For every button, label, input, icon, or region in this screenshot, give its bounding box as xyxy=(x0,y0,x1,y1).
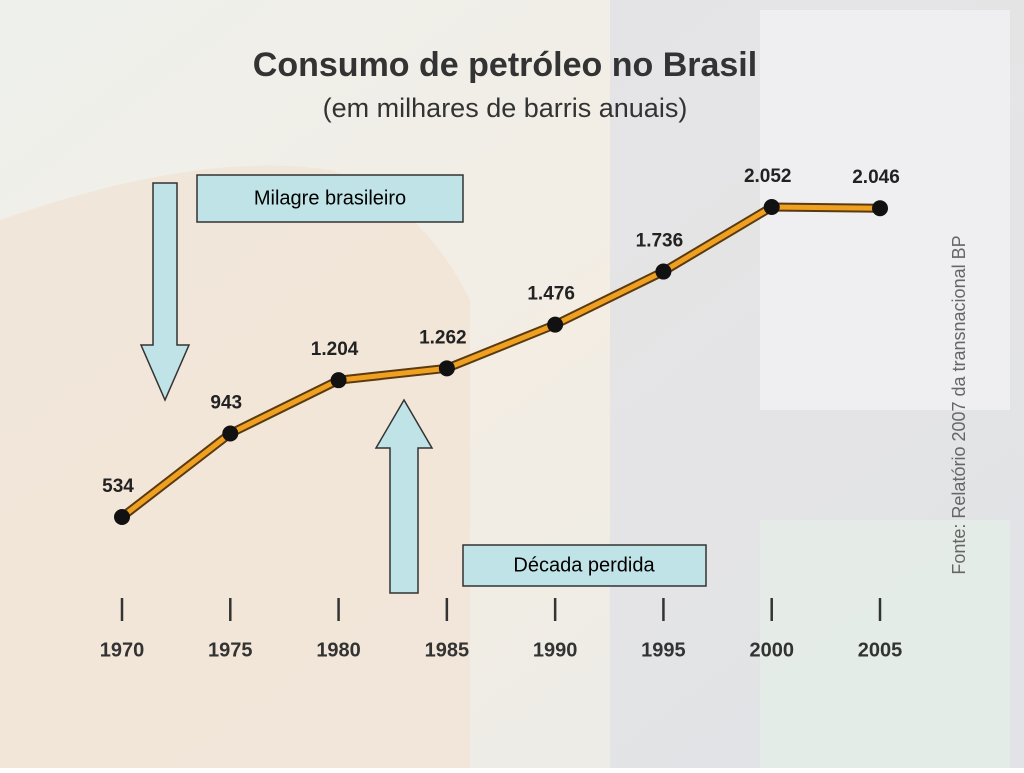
value-label: 2.052 xyxy=(744,166,792,187)
arrow-up xyxy=(374,398,434,594)
x-tick-label: 1990 xyxy=(533,639,578,661)
value-label: 943 xyxy=(210,392,242,413)
x-tick-label: 1970 xyxy=(100,639,145,661)
background-shape xyxy=(0,165,470,769)
x-tick-label: 2000 xyxy=(749,639,794,661)
point xyxy=(438,360,455,377)
annotation: Milagre brasileiro xyxy=(254,187,406,209)
value-label: 1.204 xyxy=(311,339,359,360)
point xyxy=(114,509,130,525)
value-label: 1.262 xyxy=(419,327,467,348)
value-label: 1.476 xyxy=(527,284,575,305)
annotation: Década perdida xyxy=(513,554,655,576)
source: Fonte: Relatório 2007 da transnacional B… xyxy=(949,235,969,574)
point xyxy=(222,425,239,442)
value-label: 534 xyxy=(102,476,134,497)
annotation-box xyxy=(462,544,707,587)
x-tick-label: 1995 xyxy=(641,639,686,661)
chart-subtitle: (em milhares de barris anuais) xyxy=(323,93,688,123)
x-tick-label: 2005 xyxy=(858,639,903,661)
x-tick-label: 1980 xyxy=(316,639,361,661)
x-tick-label: 1975 xyxy=(208,639,253,661)
arrow-down xyxy=(139,182,191,402)
line xyxy=(120,204,881,519)
value-label: 2.046 xyxy=(852,167,900,188)
x-tick-label: 1985 xyxy=(425,639,470,661)
point xyxy=(330,372,347,389)
point xyxy=(872,200,888,217)
chart-title: Consumo de petróleo no Brasil xyxy=(253,46,757,84)
annotation-box xyxy=(196,174,464,223)
value-label: 1.736 xyxy=(636,231,684,252)
point xyxy=(763,199,780,215)
background-shape xyxy=(760,520,1010,768)
point xyxy=(547,316,564,333)
point xyxy=(655,263,672,280)
